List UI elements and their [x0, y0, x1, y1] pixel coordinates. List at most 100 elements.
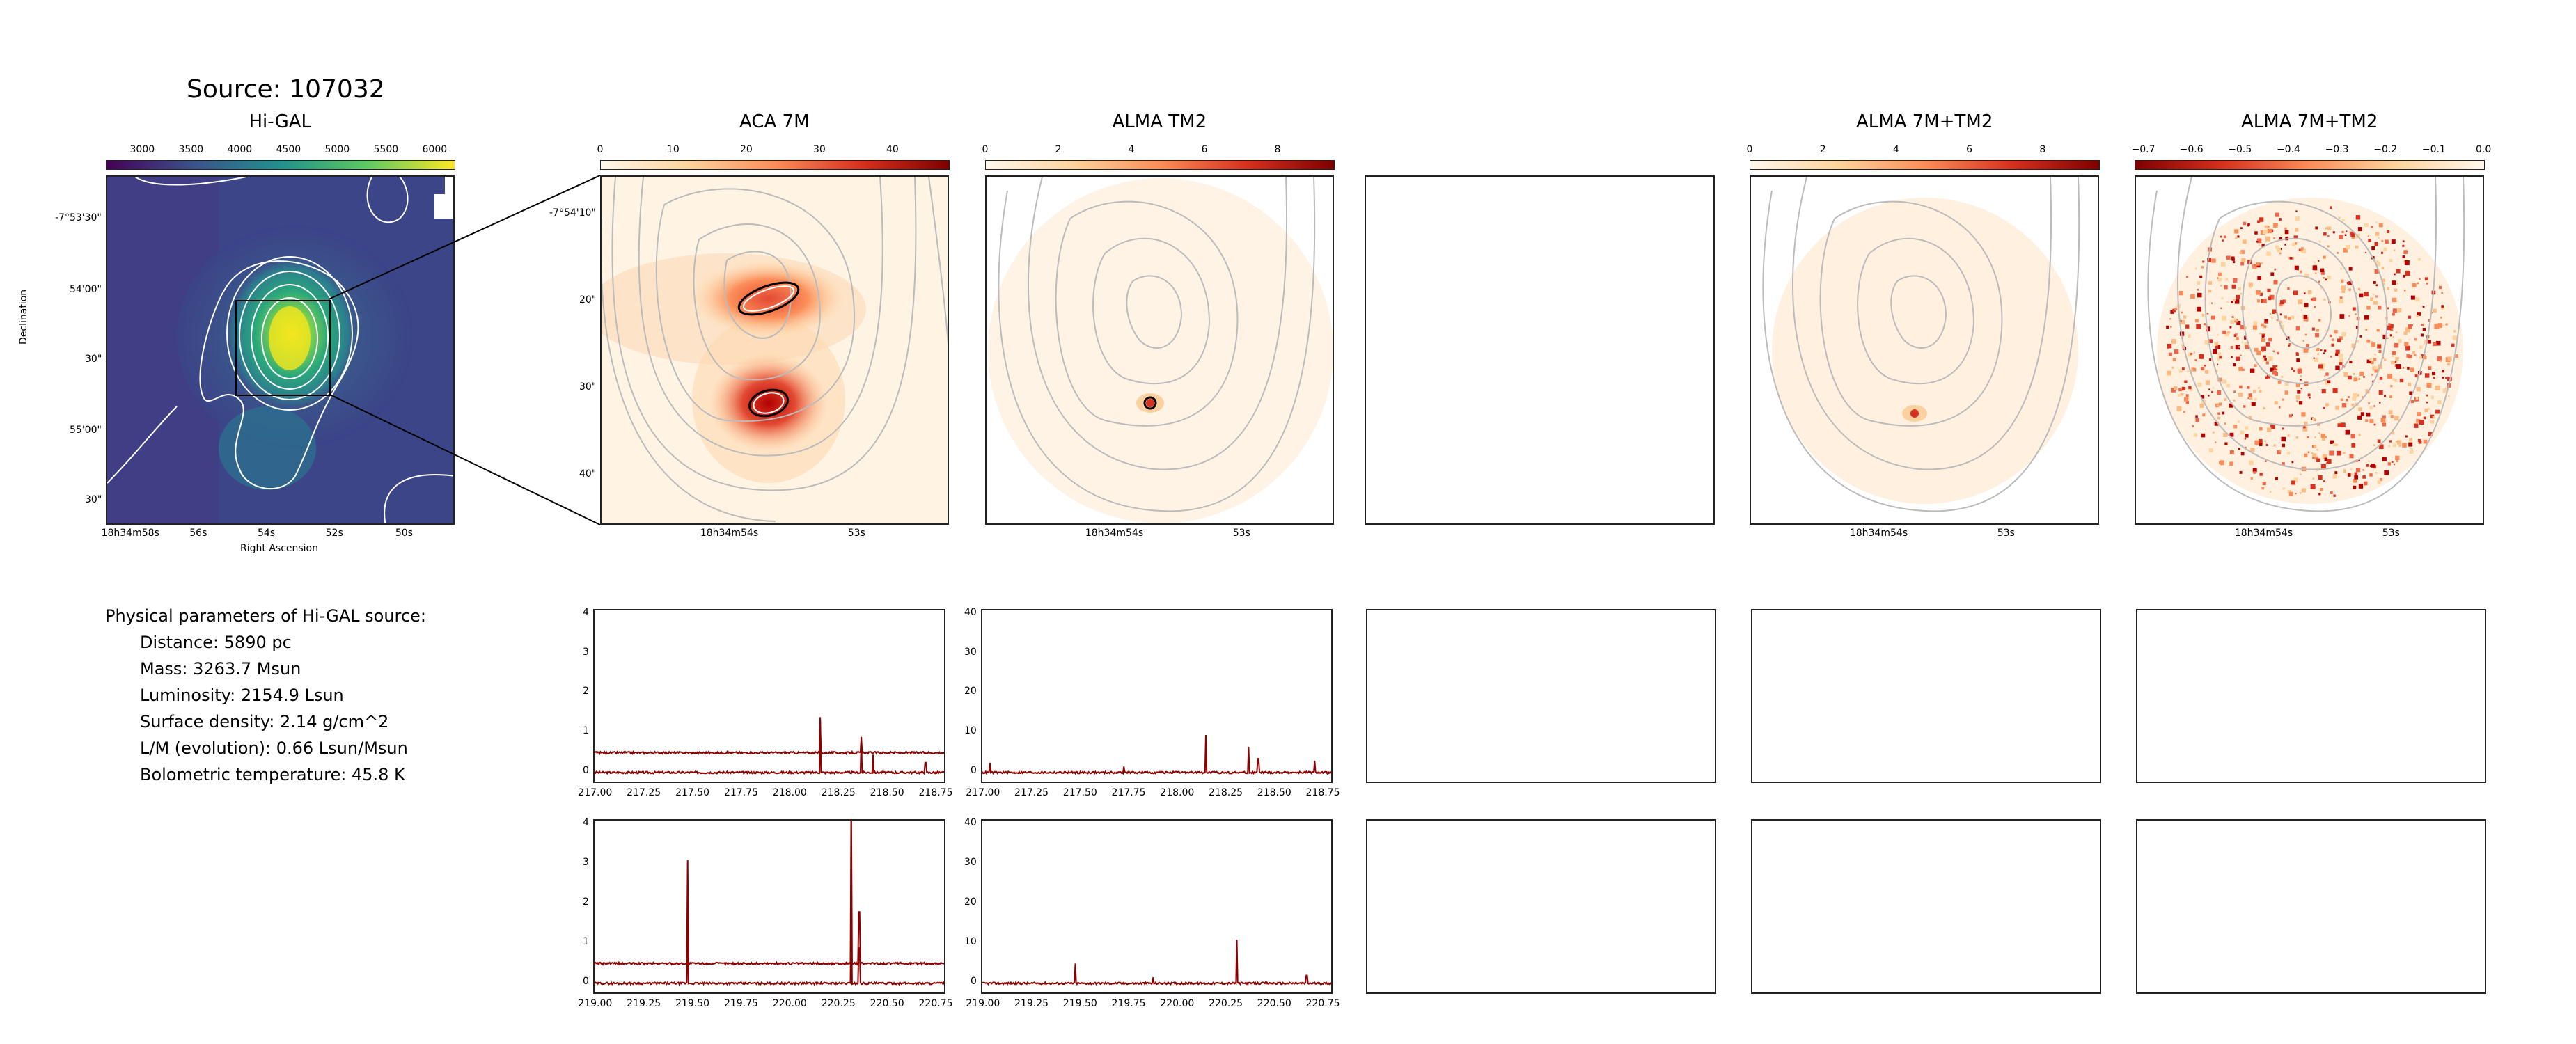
noise-pixel — [2205, 380, 2210, 385]
noise-pixel — [2387, 307, 2389, 310]
noise-pixel — [2254, 264, 2256, 267]
noise-pixel — [2396, 364, 2401, 369]
noise-pixel — [2392, 313, 2395, 316]
noise-pixel — [2220, 307, 2222, 309]
noise-pixel — [2379, 377, 2383, 380]
noise-pixel — [2277, 351, 2279, 355]
noise-pixel — [2294, 265, 2299, 270]
noise-pixel — [2391, 361, 2395, 365]
colorbar-tick-label: 0.0 — [2476, 144, 2492, 155]
noise-pixel — [2320, 464, 2326, 469]
noise-pixel — [2295, 210, 2298, 212]
noise-pixel — [2265, 460, 2267, 462]
noise-pixel — [2254, 364, 2257, 367]
noise-pixel — [2171, 388, 2176, 393]
noise-pixel — [2195, 415, 2198, 418]
empty-spectrum-r2c5 — [2136, 819, 2486, 994]
noise-pixel — [2373, 405, 2375, 407]
noise-pixel — [2447, 356, 2452, 361]
noise-pixel — [2265, 361, 2269, 365]
dec-tick-label: 30" — [85, 354, 102, 365]
noise-pixel — [2236, 337, 2239, 340]
noise-pixel — [2318, 240, 2321, 243]
noise-pixel — [2249, 285, 2252, 288]
noise-pixel — [2220, 285, 2222, 287]
noise-pixel — [2275, 245, 2279, 249]
noise-pixel — [2416, 418, 2420, 423]
noise-pixel — [2348, 315, 2350, 317]
spectrum-x-tick-label: 217.00 — [966, 787, 1000, 798]
noise-pixel — [2196, 324, 2201, 329]
noise-pixel — [2369, 419, 2374, 424]
spectrum-x-tick-label: 218.25 — [821, 787, 856, 798]
noise-pixel — [2193, 433, 2197, 437]
noise-pixel — [2320, 271, 2325, 275]
tm2-spectrum-lower — [981, 819, 1333, 994]
noise-pixel — [2174, 386, 2178, 390]
noise-pixel — [2371, 374, 2373, 376]
noise-pixel — [2288, 256, 2291, 260]
noise-pixel — [2364, 315, 2369, 320]
noise-pixel — [2340, 398, 2343, 402]
noise-pixel — [2273, 237, 2276, 239]
noise-pixel — [2339, 235, 2343, 239]
noise-pixel — [2231, 316, 2234, 318]
noise-pixel — [2293, 477, 2298, 482]
noise-pixel — [2320, 349, 2323, 351]
noise-pixel — [2181, 387, 2183, 389]
spectrum-y-tick-label: 0 — [583, 764, 589, 776]
noise-pixel — [2170, 310, 2174, 314]
noise-pixel — [2343, 452, 2346, 454]
noise-pixel — [2423, 416, 2426, 420]
noise-pixel — [2267, 288, 2271, 292]
noise-pixel — [2323, 352, 2325, 354]
noise-pixel — [2264, 358, 2267, 361]
noise-pixel — [2300, 249, 2303, 252]
noise-pixel — [2304, 303, 2309, 308]
noise-pixel — [2251, 402, 2256, 406]
noise-pixel — [2364, 292, 2369, 297]
noise-pixel — [2422, 306, 2425, 308]
noise-pixel — [2324, 436, 2327, 438]
noise-pixel — [2415, 297, 2420, 302]
noise-pixel — [2424, 340, 2428, 345]
ra-tick-label: 18h34m58s — [101, 528, 159, 539]
noise-pixel — [2323, 406, 2325, 409]
noise-pixel — [2261, 323, 2264, 327]
ra-tick-label: 18h34m54s — [700, 528, 759, 539]
colorbar-tick-label: 3000 — [129, 144, 155, 155]
noise-pixel — [2256, 241, 2259, 243]
noise-pixel — [2352, 307, 2356, 311]
noise-pixel — [2171, 367, 2174, 369]
noise-pixel — [2336, 443, 2338, 446]
noise-pixel — [2224, 332, 2229, 337]
noise-pixel — [2181, 311, 2183, 314]
noise-pixel — [2188, 334, 2191, 338]
noise-pixel — [2224, 422, 2226, 425]
noise-pixel — [2327, 235, 2330, 237]
noise-pixel — [2218, 402, 2222, 406]
noise-pixel — [2197, 382, 2202, 387]
spectrum-y-tick-label: 40 — [964, 606, 977, 618]
ra-tick-label: 53s — [1232, 528, 1250, 539]
noise-pixel — [2320, 268, 2325, 273]
noise-pixel — [2211, 302, 2213, 304]
spectrum-x-tick-label: 219.75 — [1111, 998, 1146, 1009]
noise-pixel — [2335, 353, 2339, 356]
noise-pixel — [2262, 444, 2264, 446]
noise-pixel — [2325, 278, 2327, 281]
noise-pixel — [2224, 285, 2228, 290]
spectrum-x-tick-label: 220.00 — [1160, 998, 1195, 1009]
noise-pixel — [2287, 434, 2290, 437]
noise-pixel — [2334, 330, 2338, 334]
noise-pixel — [2201, 395, 2205, 399]
noise-pixel — [2371, 340, 2373, 343]
noise-pixel — [2195, 267, 2197, 270]
noise-pixel — [2398, 339, 2402, 343]
noise-pixel — [2224, 398, 2227, 401]
noise-pixel — [2233, 399, 2236, 402]
noise-pixel — [2373, 301, 2378, 305]
noise-pixel — [2392, 336, 2394, 338]
noise-pixel — [2193, 351, 2195, 354]
noise-pixel — [2181, 344, 2183, 346]
